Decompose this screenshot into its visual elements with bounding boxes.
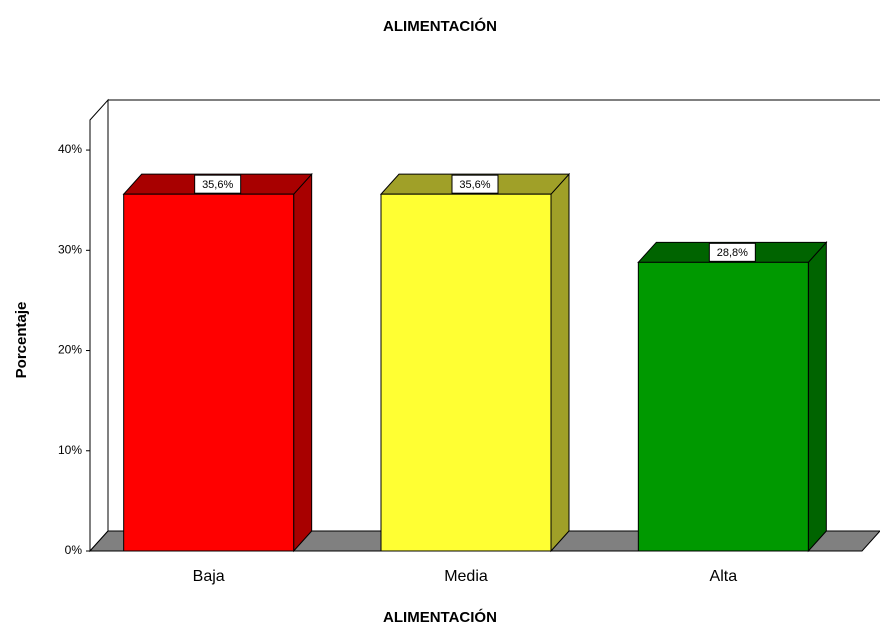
x-tick-label: Alta xyxy=(710,568,738,585)
bar xyxy=(123,193,295,552)
y-tick-label: 0% xyxy=(65,543,83,557)
y-tick-label: 40% xyxy=(58,142,82,156)
x-tick-label: Baja xyxy=(193,568,225,585)
x-tick-label: Media xyxy=(444,568,488,585)
x-axis-label: ALIMENTACIÓN xyxy=(383,608,497,626)
value-label: 35,6% xyxy=(459,179,490,191)
value-label: 35,6% xyxy=(202,179,233,191)
value-label-box xyxy=(194,174,242,194)
bar-side xyxy=(293,172,313,553)
value-label-box xyxy=(708,242,756,262)
chart-title: ALIMENTACIÓN xyxy=(383,17,497,35)
left-wall xyxy=(89,98,109,553)
y-tick-label: 20% xyxy=(58,343,82,357)
bar xyxy=(637,261,809,552)
bar-side xyxy=(550,172,570,553)
value-label-box xyxy=(451,174,499,194)
bar xyxy=(380,193,552,552)
value-label: 28,8% xyxy=(717,247,748,259)
y-axis-label: Porcentaje xyxy=(13,302,30,379)
y-tick-label: 30% xyxy=(58,242,82,256)
bar-side xyxy=(807,241,827,553)
y-tick-label: 10% xyxy=(58,443,82,457)
